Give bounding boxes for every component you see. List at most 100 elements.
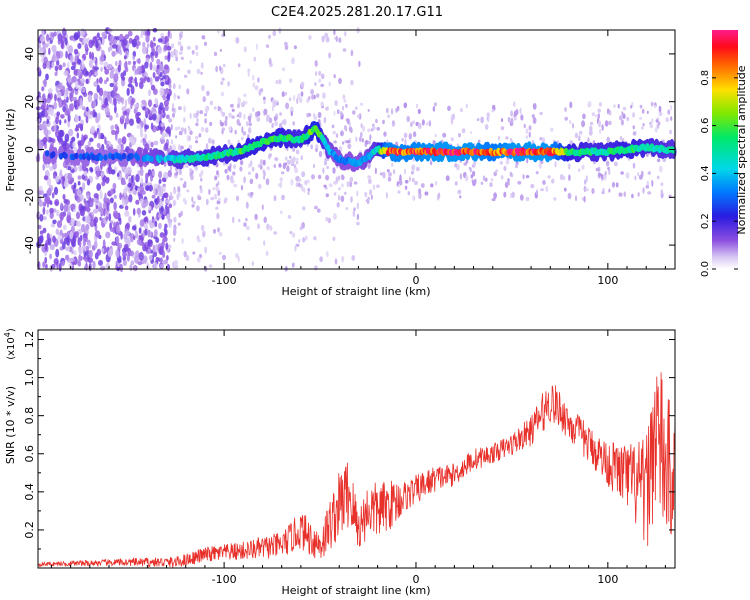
noise-point bbox=[136, 43, 139, 50]
noise-point bbox=[351, 255, 356, 261]
noise-point bbox=[430, 183, 434, 188]
x-tick-label: 0 bbox=[412, 573, 419, 586]
noise-point bbox=[632, 162, 636, 169]
noise-point bbox=[607, 108, 610, 113]
noise-point bbox=[272, 30, 277, 37]
noise-point bbox=[199, 185, 202, 190]
noise-point bbox=[205, 143, 209, 150]
noise-point bbox=[326, 251, 329, 258]
noise-point bbox=[146, 185, 150, 191]
noise-point bbox=[121, 76, 126, 81]
noise-point bbox=[314, 71, 318, 76]
noise-point bbox=[94, 71, 99, 76]
noise-point bbox=[161, 177, 167, 182]
noise-point bbox=[213, 193, 218, 200]
noise-point bbox=[322, 92, 326, 99]
noise-point bbox=[393, 169, 396, 175]
noise-point bbox=[81, 58, 84, 66]
noise-point bbox=[646, 180, 650, 186]
noise-point bbox=[300, 155, 303, 161]
noise-point bbox=[522, 174, 525, 180]
noise-point bbox=[192, 200, 196, 205]
noise-point bbox=[367, 109, 370, 112]
noise-point bbox=[138, 185, 145, 194]
noise-point bbox=[212, 187, 216, 191]
noise-point bbox=[320, 101, 324, 107]
noise-point bbox=[528, 125, 532, 131]
noise-point bbox=[333, 110, 336, 116]
noise-point bbox=[159, 102, 164, 111]
noise-point bbox=[337, 187, 342, 191]
noise-point bbox=[369, 189, 373, 196]
noise-point bbox=[125, 222, 131, 230]
noise-point bbox=[85, 70, 89, 76]
noise-point bbox=[136, 66, 140, 75]
noise-point bbox=[134, 76, 137, 84]
noise-point bbox=[108, 213, 112, 222]
noise-point bbox=[257, 223, 260, 230]
noise-point bbox=[163, 64, 169, 70]
noise-point bbox=[513, 116, 517, 121]
noise-point bbox=[236, 118, 240, 126]
noise-point bbox=[98, 95, 102, 101]
noise-point bbox=[125, 230, 130, 236]
noise-point bbox=[140, 132, 144, 138]
noise-point bbox=[355, 136, 358, 142]
noise-point bbox=[219, 48, 222, 52]
colorbar: 0.0 0.2 0.4 0.6 0.8 Normalized spectral ampl… bbox=[700, 30, 748, 277]
noise-point bbox=[185, 163, 189, 168]
noise-point bbox=[331, 124, 335, 129]
noise-point bbox=[333, 181, 338, 185]
noise-point bbox=[77, 175, 82, 180]
noise-point bbox=[197, 195, 202, 201]
noise-point bbox=[89, 111, 93, 115]
noise-point bbox=[295, 157, 299, 161]
noise-point bbox=[144, 124, 149, 130]
noise-point bbox=[147, 108, 150, 115]
noise-point bbox=[176, 193, 179, 201]
y-tick-label: 20 bbox=[23, 95, 36, 109]
noise-point bbox=[173, 48, 176, 56]
noise-point bbox=[237, 97, 241, 105]
noise-point bbox=[175, 170, 178, 176]
noise-point bbox=[59, 119, 62, 126]
noise-point bbox=[336, 109, 340, 115]
noise-point bbox=[191, 50, 195, 55]
noise-point bbox=[136, 117, 141, 124]
noise-point bbox=[115, 235, 120, 245]
noise-point bbox=[137, 58, 141, 65]
noise-point bbox=[473, 160, 476, 168]
noise-point bbox=[320, 83, 325, 87]
noise-point bbox=[65, 50, 68, 59]
noise-point bbox=[598, 120, 602, 128]
noise-point bbox=[83, 170, 88, 176]
noise-point bbox=[597, 113, 600, 119]
noise-point bbox=[179, 51, 183, 55]
noise-point bbox=[650, 101, 654, 107]
noise-point bbox=[244, 101, 248, 105]
noise-point bbox=[404, 168, 406, 175]
noise-point bbox=[519, 194, 524, 201]
noise-point bbox=[308, 35, 312, 40]
noise-point bbox=[152, 113, 157, 121]
ridge-point bbox=[45, 150, 50, 157]
noise-point bbox=[334, 100, 338, 106]
noise-point bbox=[89, 51, 92, 60]
noise-point bbox=[154, 97, 158, 104]
noise-point bbox=[647, 191, 652, 195]
noise-point bbox=[130, 139, 136, 146]
noise-point bbox=[175, 56, 178, 62]
noise-point bbox=[70, 217, 75, 226]
noise-point bbox=[124, 210, 130, 217]
noise-point bbox=[159, 87, 165, 97]
noise-point bbox=[315, 147, 318, 153]
noise-point bbox=[122, 38, 128, 47]
noise-point bbox=[532, 117, 537, 124]
noise-point bbox=[103, 208, 106, 217]
noise-point bbox=[319, 256, 323, 263]
noise-point bbox=[172, 144, 177, 152]
noise-point bbox=[151, 219, 156, 224]
noise-point bbox=[45, 73, 49, 81]
noise-point bbox=[82, 239, 86, 247]
noise-point bbox=[121, 115, 125, 120]
